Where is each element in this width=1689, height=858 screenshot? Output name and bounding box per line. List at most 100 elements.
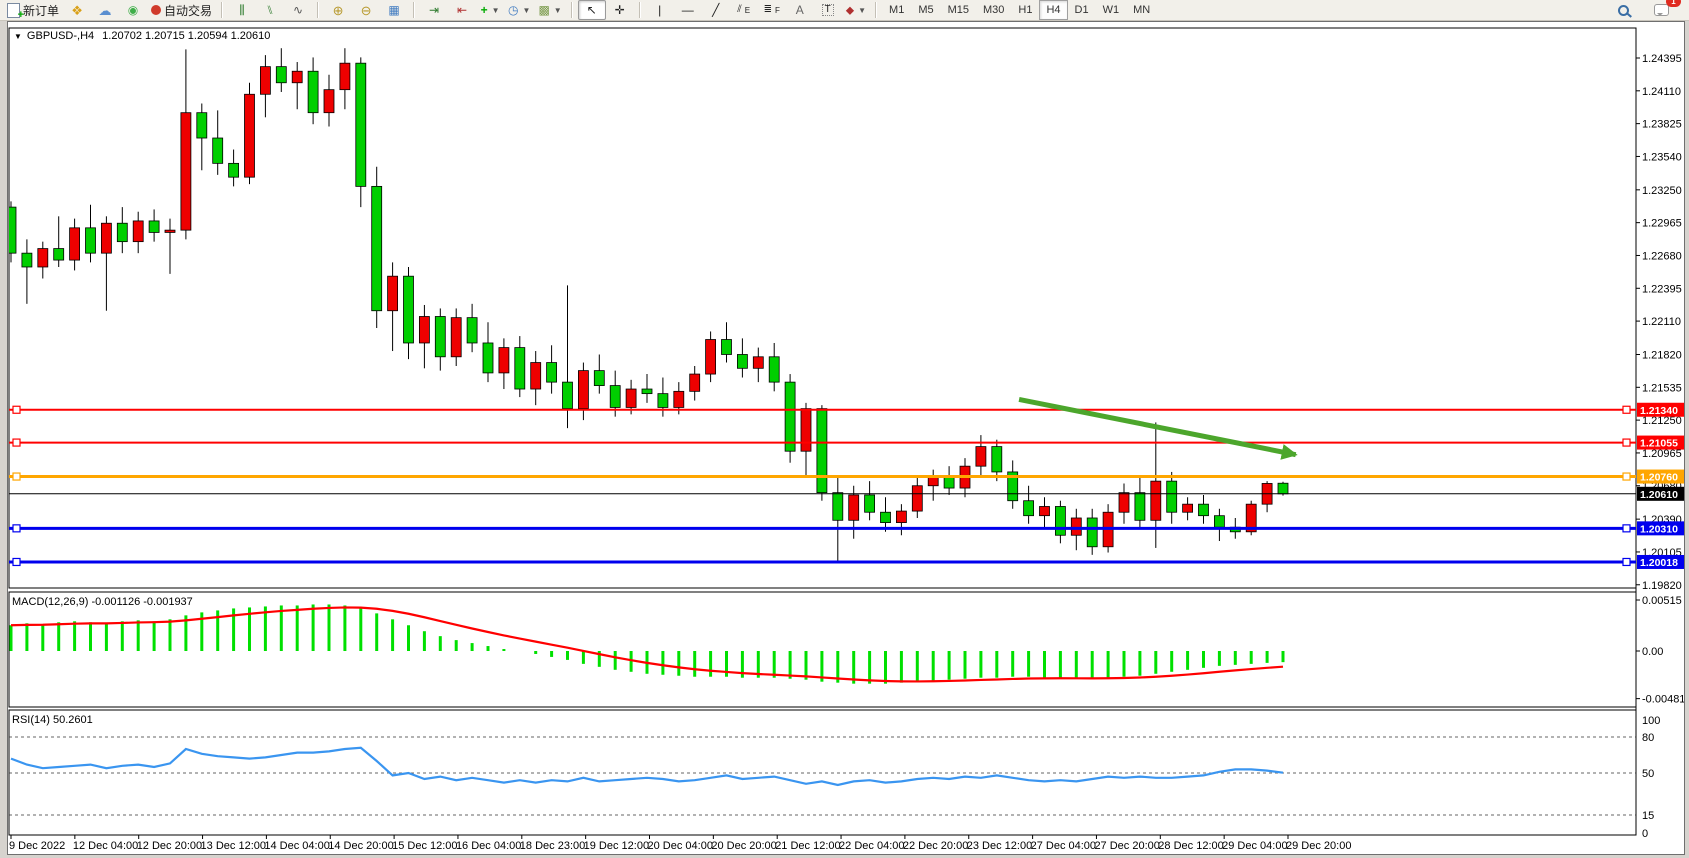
svg-text:1.24395: 1.24395 <box>1642 53 1682 65</box>
svg-text:27 Dec 20:00: 27 Dec 20:00 <box>1094 840 1159 852</box>
notifications-button[interactable]: 1 <box>1647 0 1681 20</box>
tile-windows-button[interactable]: ▦ <box>380 0 408 20</box>
timeframe-button-m1[interactable]: M1 <box>889 4 905 16</box>
chart-symbol-period: GBPUSD-,H4 <box>26 30 95 42</box>
chart-shift-icon: ⇤ <box>457 3 468 17</box>
svg-text:29 Dec 20:00: 29 Dec 20:00 <box>1286 840 1351 852</box>
svg-text:20 Dec 20:00: 20 Dec 20:00 <box>711 840 776 852</box>
clock-icon: ◷ <box>508 3 519 17</box>
svg-text:1.23825: 1.23825 <box>1642 119 1682 131</box>
vertical-line-tool[interactable]: | <box>646 0 674 20</box>
profiles-button[interactable]: ☁ <box>91 0 119 20</box>
crosshair-icon: ✛ <box>614 3 625 17</box>
chart-shift-button[interactable]: ⇤ <box>448 0 476 20</box>
text-icon: A <box>795 3 804 17</box>
text-label-tool[interactable]: T <box>814 0 842 20</box>
text-tool[interactable]: A <box>786 0 814 20</box>
template-icon: ▩ <box>538 3 550 17</box>
svg-text:1.20018: 1.20018 <box>1640 557 1678 569</box>
svg-text:16 Dec 04:00: 16 Dec 04:00 <box>456 840 521 852</box>
timeframe-button-d1[interactable]: D1 <box>1074 4 1089 16</box>
chevron-down-icon: ▼ <box>522 5 531 15</box>
svg-text:12 Dec 04:00: 12 Dec 04:00 <box>73 840 138 852</box>
svg-text:1.23540: 1.23540 <box>1642 151 1682 163</box>
svg-text:1.21250: 1.21250 <box>1642 415 1682 427</box>
svg-text:27 Dec 04:00: 27 Dec 04:00 <box>1031 840 1096 852</box>
auto-scroll-button[interactable]: ⇥ <box>420 0 448 20</box>
line-chart-button[interactable]: ∿ <box>284 0 312 20</box>
timeframe-toolbar: M1 M5 M15 M30 H1 H4 D1 W1 MN <box>879 0 1160 20</box>
indicators-button[interactable]: + ▼ <box>476 0 504 20</box>
arrows-icon: ⬥ <box>845 3 855 17</box>
new-chart-button[interactable]: ❖ <box>63 0 91 20</box>
svg-text:1.22965: 1.22965 <box>1642 218 1682 230</box>
cursor-tool-button[interactable]: ↖ <box>577 0 606 20</box>
trendline-tool[interactable]: ╱ <box>702 0 730 20</box>
rsi-indicator-label: RSI(14) 50.2601 <box>12 714 93 726</box>
svg-text:1.21340: 1.21340 <box>1640 405 1678 417</box>
timeframe-button-m15[interactable]: M15 <box>947 4 969 16</box>
svg-text:13 Dec 12:00: 13 Dec 12:00 <box>201 840 266 852</box>
timeframe-button-h4[interactable]: H4 <box>1039 0 1068 20</box>
chevron-down-icon: ▼ <box>14 32 22 41</box>
chat-icon <box>1653 4 1669 16</box>
timeframe-button-m5[interactable]: M5 <box>918 4 934 16</box>
toolbar-separator <box>413 2 416 18</box>
search-button[interactable] <box>1609 0 1637 20</box>
svg-text:22 Dec 20:00: 22 Dec 20:00 <box>903 840 968 852</box>
svg-text:1.22680: 1.22680 <box>1642 250 1682 262</box>
svg-text:1.19820: 1.19820 <box>1642 580 1682 592</box>
periods-button[interactable]: ◷ ▼ <box>504 0 534 20</box>
vertical-line-icon: | <box>658 3 662 17</box>
toolbar-separator <box>221 2 224 18</box>
svg-text:1.21055: 1.21055 <box>1640 438 1678 450</box>
candlestick-icon: ⑊ <box>266 3 274 17</box>
svg-text:100: 100 <box>1642 715 1660 727</box>
svg-text:1.20610: 1.20610 <box>1640 489 1678 501</box>
fibonacci-tool[interactable]: ≣ F <box>758 0 786 20</box>
toolbar-separator <box>638 2 641 18</box>
signals-button[interactable]: ◉ <box>119 0 147 20</box>
indicators-icon: + <box>480 3 488 17</box>
chevron-down-icon: ▼ <box>858 5 867 15</box>
toolbar-separator <box>570 2 573 18</box>
horizontal-line-tool[interactable]: — <box>674 0 702 20</box>
svg-text:19 Dec 12:00: 19 Dec 12:00 <box>584 840 649 852</box>
autotrading-label: 自动交易 <box>164 3 213 18</box>
svg-text:18 Dec 23:00: 18 Dec 23:00 <box>520 840 585 852</box>
svg-text:50: 50 <box>1642 768 1654 780</box>
price-chart[interactable]: 1.24395 1.24110 1.23825 1.23540 1.23250 1.229… <box>8 22 1684 852</box>
timeframe-button-m30[interactable]: M30 <box>983 4 1005 16</box>
candlestick-chart-button[interactable]: ⑊ <box>256 0 284 20</box>
autotrading-button[interactable]: 自动交易 <box>147 0 216 20</box>
zoom-in-button[interactable]: ⊕ <box>324 0 352 20</box>
notification-badge: 1 <box>1666 0 1681 7</box>
svg-text:14 Dec 04:00: 14 Dec 04:00 <box>264 840 329 852</box>
new-chart-icon: ❖ <box>71 2 83 18</box>
timeframe-button-h1[interactable]: H1 <box>1018 4 1033 16</box>
chevron-down-icon: ▼ <box>491 5 500 15</box>
crosshair-tool-button[interactable]: ✛ <box>606 0 634 20</box>
new-order-button[interactable]: + 新订单 <box>3 0 63 20</box>
svg-text:1.21535: 1.21535 <box>1642 382 1682 394</box>
arrows-tool[interactable]: ⬥ ▼ <box>842 0 870 20</box>
timeframe-button-w1[interactable]: W1 <box>1102 4 1120 16</box>
search-icon <box>1617 4 1629 16</box>
timeframe-button-mn[interactable]: MN <box>1133 4 1151 16</box>
svg-text:14 Dec 20:00: 14 Dec 20:00 <box>328 840 393 852</box>
svg-text:22 Dec 04:00: 22 Dec 04:00 <box>839 840 904 852</box>
templates-button[interactable]: ▩ ▼ <box>534 0 565 20</box>
macd-indicator-label: MACD(12,26,9) -0.001126 -0.001937 <box>12 596 193 608</box>
zoom-out-button[interactable]: ⊖ <box>352 0 380 20</box>
svg-text:1.22110: 1.22110 <box>1642 316 1681 328</box>
new-order-icon: + <box>7 2 24 20</box>
zoom-in-icon: ⊕ <box>332 2 344 18</box>
channel-tool[interactable]: ⫽ E <box>730 0 758 20</box>
svg-text:21 Dec 12:00: 21 Dec 12:00 <box>775 840 840 852</box>
svg-text:1.20310: 1.20310 <box>1640 523 1678 535</box>
chart-ohlc-quote: 1.20702 1.20715 1.20594 1.20610 <box>102 30 271 42</box>
text-label-icon: T <box>821 4 834 16</box>
bar-chart-icon: ⫼ <box>239 3 245 17</box>
bar-chart-button[interactable]: ⫼ <box>228 0 256 20</box>
